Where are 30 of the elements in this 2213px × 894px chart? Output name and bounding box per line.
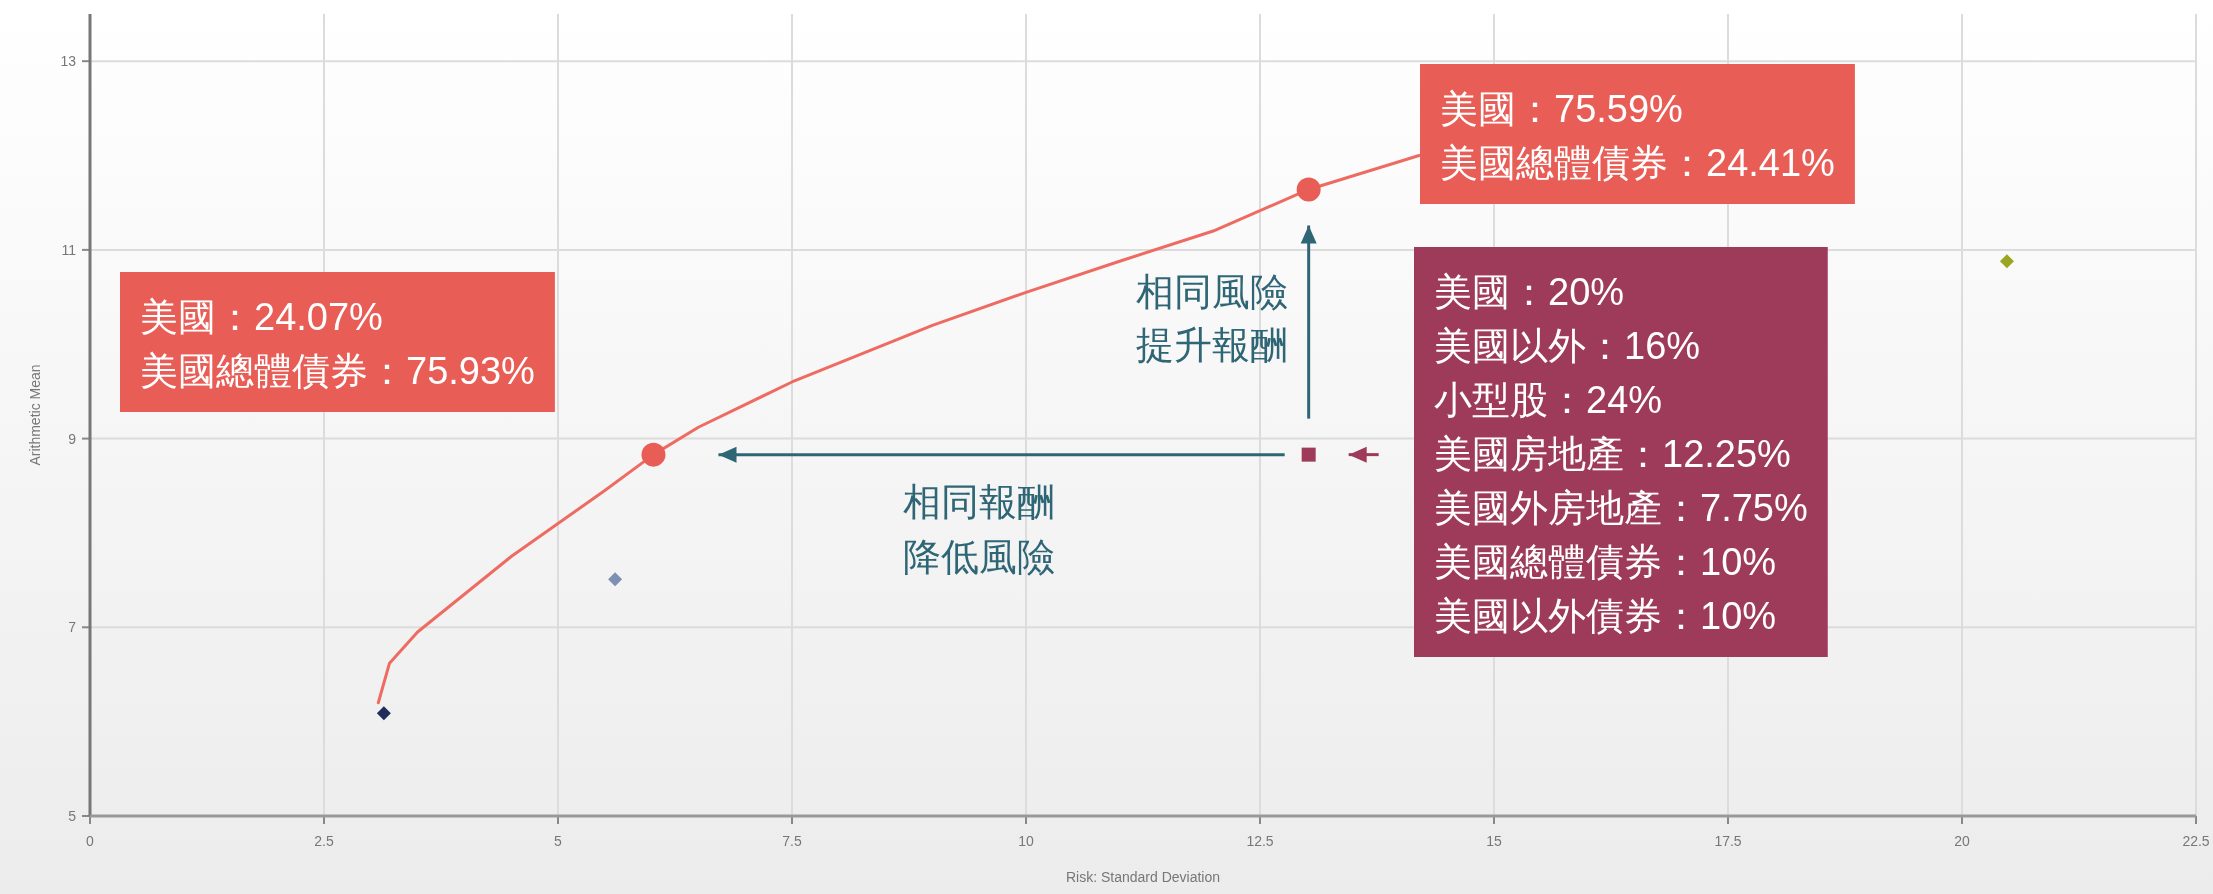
y-axis-title: Arithmetic Mean — [27, 364, 43, 466]
x-tick-label: 2.5 — [314, 833, 334, 849]
y-tick-label: 7 — [68, 619, 77, 636]
x-tick-label: 5 — [554, 833, 563, 849]
point — [608, 572, 623, 587]
y-tick-label: 11 — [61, 241, 77, 258]
y-tick-label: 13 — [60, 53, 77, 70]
annotation: 降低風險 — [903, 536, 1055, 578]
x-tick-label: 17.5 — [1714, 833, 1742, 849]
y-tick-label: 9 — [68, 430, 77, 447]
annotation: 美國：20% 美國以外：16% 小型股：24% 美國房地產：12.25% 美國外房地產：7.75% 美國總體債券：10% 美國以外債券：10% — [1434, 271, 1808, 637]
annotation: 相同報酬 — [903, 481, 1055, 523]
annotation: 美國：75.59% 美國總體債券：24.41% — [1440, 88, 1835, 184]
point — [641, 442, 666, 467]
point — [376, 706, 391, 721]
point — [1301, 447, 1316, 462]
x-tick-label: 20 — [1954, 833, 1970, 849]
x-tick-label: 7.5 — [782, 833, 802, 849]
point — [1296, 177, 1321, 202]
x-axis-title: Risk: Standard Deviation — [1065, 869, 1221, 885]
x-tick-label: 12.5 — [1246, 833, 1274, 849]
annotation: 提升報酬 — [1136, 324, 1288, 366]
annotation: 相同風險 — [1136, 271, 1288, 313]
x-tick-label: 10 — [1018, 833, 1034, 849]
point — [1999, 254, 2014, 269]
y-tick-label: 5 — [68, 808, 77, 824]
x-tick-label: 15 — [1486, 833, 1502, 849]
x-tick-label: 0 — [86, 833, 95, 849]
x-tick-label: 22.5 — [2182, 833, 2210, 849]
annotation: 美國：24.07% 美國總體債券：75.93% — [140, 296, 535, 392]
